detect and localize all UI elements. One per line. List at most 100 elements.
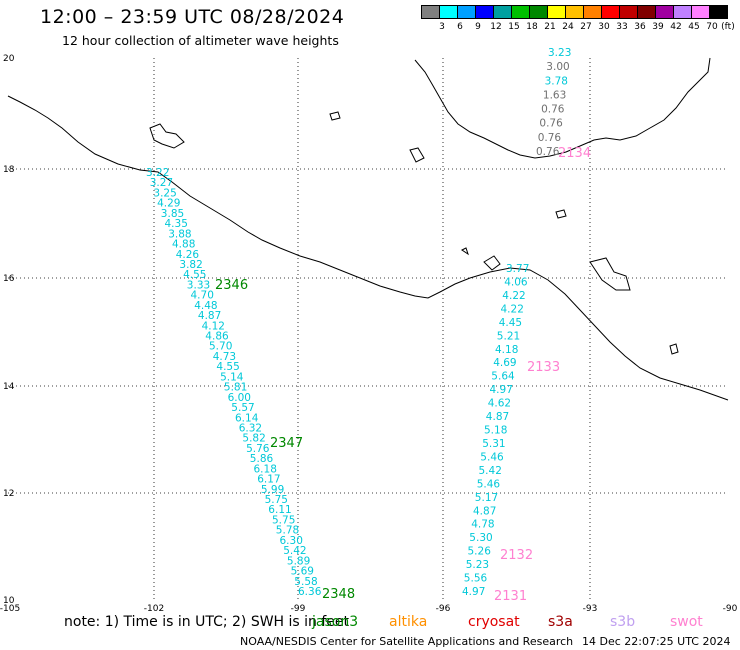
wave-height-value: 5.30 xyxy=(469,532,492,544)
wave-height-value: 6.14 xyxy=(235,412,259,424)
latitude-labels: 20 18 16 14 12 10 xyxy=(3,54,15,606)
lon-label: -90 xyxy=(723,604,738,614)
wave-height-value: 3.33 xyxy=(187,279,210,291)
wave-height-value: 5.42 xyxy=(283,545,306,557)
wave-height-value: 4.78 xyxy=(471,519,494,531)
scale-label: 39 xyxy=(652,22,664,32)
pass-number-label: 2133 xyxy=(527,360,560,375)
credit-date: 14 Dec 22:07:25 UTC 2024 xyxy=(582,635,731,648)
lat-label: 18 xyxy=(3,165,15,175)
legend-altika: altika xyxy=(389,614,428,630)
wave-height-value: 5.99 xyxy=(261,484,284,496)
wave-height-value: 5.23 xyxy=(466,559,489,571)
wave-height-value: 4.06 xyxy=(504,277,528,289)
pass-labels: 2346 2347 2348 2134 2133 2132 2131 xyxy=(215,146,591,604)
lon-label: -93 xyxy=(583,604,598,614)
pass-number-label: 2347 xyxy=(270,436,303,451)
coastline xyxy=(7,95,729,401)
wave-height-value: 5.78 xyxy=(276,525,299,537)
wave-height-value: 1.63 xyxy=(543,89,566,101)
wave-height-value: 4.86 xyxy=(205,331,229,343)
lon-label: -99 xyxy=(291,604,306,614)
wave-height-value: 0.76 xyxy=(538,132,562,144)
wave-height-value: 5.81 xyxy=(224,382,247,394)
wave-height-value: 6.36 xyxy=(298,586,322,598)
wave-height-value: 4.48 xyxy=(194,300,217,312)
footer-note: note: 1) Time is in UTC; 2) SWH is in fe… xyxy=(64,614,350,630)
wave-height-value: 5.69 xyxy=(291,566,314,578)
legend-s3b: s3b xyxy=(610,614,636,630)
wave-height-value: 5.76 xyxy=(246,443,270,455)
credit-text: NOAA/NESDIS Center for Satellite Applica… xyxy=(240,635,574,648)
wave-height-value: 4.97 xyxy=(490,384,513,396)
wave-height-value: 3.82 xyxy=(179,259,202,271)
wave-height-value: 6.00 xyxy=(228,392,251,404)
color-scale-labels: 3 6 9 12 15 18 21 24 27 30 33 36 39 42 45 70 (ft) xyxy=(422,22,735,34)
wave-height-value: 3.23 xyxy=(548,47,571,59)
wave-height-value: 5.82 xyxy=(242,433,265,445)
wave-height-value: 5.18 xyxy=(484,425,507,437)
wave-height-value: 4.87 xyxy=(486,411,509,423)
wave-height-value: 0.76 xyxy=(536,146,560,158)
scale-label: 30 xyxy=(598,22,610,32)
wave-height-value: 5.26 xyxy=(468,546,492,558)
lat-label: 10 xyxy=(3,596,15,606)
wave-height-value: 6.30 xyxy=(280,535,303,547)
lon-label: -102 xyxy=(144,604,164,614)
scale-label: 6 xyxy=(457,22,463,32)
wave-height-value: 5.56 xyxy=(464,573,488,585)
scale-label: 27 xyxy=(580,22,592,32)
legend-s3a: s3a xyxy=(548,614,573,630)
wave-height-value: 4.29 xyxy=(157,198,180,210)
wave-height-value: 6.32 xyxy=(239,423,262,435)
footer: note: 1) Time is in UTC; 2) SWH is in fe… xyxy=(0,604,740,650)
scale-label: 33 xyxy=(616,22,628,32)
scale-label: 45 xyxy=(688,22,700,32)
wave-height-value: 4.62 xyxy=(488,398,511,410)
scale-label: 9 xyxy=(475,22,481,32)
scale-label: 36 xyxy=(634,22,646,32)
pass-number-label: 2131 xyxy=(494,589,527,604)
lon-label: -96 xyxy=(436,604,451,614)
wave-height-value: 0.76 xyxy=(541,104,565,116)
lat-label: 12 xyxy=(3,489,14,499)
wave-height-value: 5.75 xyxy=(272,515,295,527)
wave-height-value: 3.00 xyxy=(546,61,569,73)
scale-label: 42 xyxy=(670,22,682,32)
wave-height-value: 3.77 xyxy=(506,263,529,275)
wave-height-value: 5.89 xyxy=(287,555,310,567)
wave-height-value: 4.73 xyxy=(213,351,236,363)
scale-label: 3 xyxy=(439,22,445,32)
wave-height-value: 4.87 xyxy=(473,505,496,517)
wave-height-value: 5.21 xyxy=(497,330,520,342)
wave-height-value: 5.70 xyxy=(209,341,232,353)
wave-height-value: 5.58 xyxy=(294,576,317,588)
wave-height-value: 4.97 xyxy=(462,586,485,598)
lat-label: 20 xyxy=(3,54,15,64)
wave-height-value: 4.45 xyxy=(499,317,522,329)
wave-height-value: 4.87 xyxy=(198,310,221,322)
wave-height-value: 4.55 xyxy=(183,269,206,281)
wave-height-value: 5.64 xyxy=(491,371,515,383)
wave-height-value: 5.17 xyxy=(475,492,498,504)
wave-height-value: 4.26 xyxy=(176,249,200,261)
color-scale-swatches xyxy=(421,5,728,19)
scale-label: 18 xyxy=(526,22,538,32)
pass-number-label: 2132 xyxy=(500,548,533,563)
legend-cryosat: cryosat xyxy=(468,614,520,630)
altimeter-tracks: 3.223.273.254.293.854.353.884.884.263.82… xyxy=(146,47,571,598)
lakes-and-islands xyxy=(149,111,679,355)
wave-height-value: 5.31 xyxy=(482,438,505,450)
wave-height-value: 3.78 xyxy=(545,75,568,87)
wave-height-value: 3.22 xyxy=(146,167,169,179)
wave-height-value: 4.22 xyxy=(501,303,524,315)
color-swatch xyxy=(709,5,728,19)
wave-height-value: 4.70 xyxy=(191,290,214,302)
wave-height-value: 5.42 xyxy=(479,465,502,477)
scale-label: 15 xyxy=(508,22,520,32)
page-title: 12:00 – 23:59 UTC 08/28/2024 xyxy=(40,6,345,28)
wave-height-value: 5.46 xyxy=(477,478,501,490)
wave-height-value: 4.22 xyxy=(502,290,525,302)
pass-number-label: 2134 xyxy=(558,146,591,161)
gulf-coastline xyxy=(414,57,711,159)
